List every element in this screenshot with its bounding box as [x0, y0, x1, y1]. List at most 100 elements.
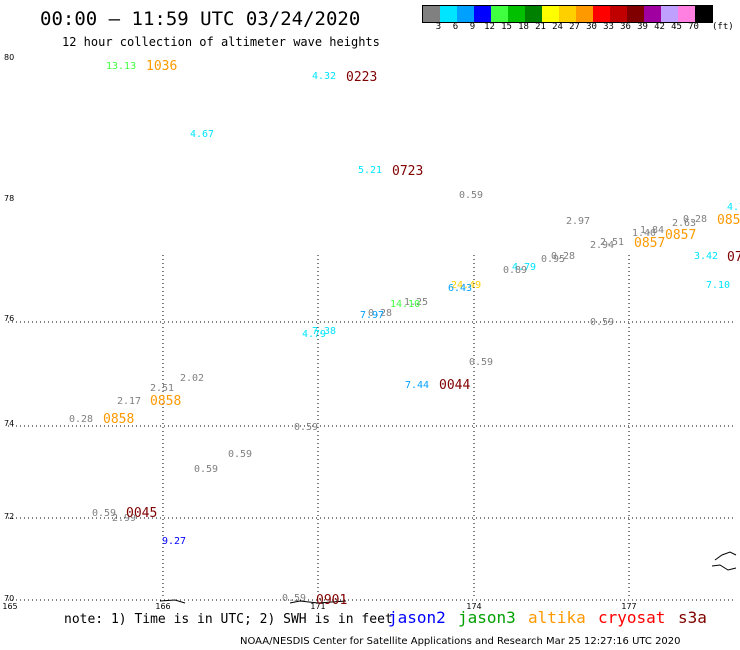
- legend-label: 30: [586, 22, 597, 32]
- wave-height-label: 1.84: [640, 225, 664, 236]
- time-label: 0857: [634, 236, 665, 251]
- credit-line: NOAA/NESDIS Center for Satellite Applica…: [240, 636, 681, 647]
- wave-height-label: 4.79: [302, 329, 326, 340]
- wave-height-label: 9.27: [162, 536, 186, 547]
- legend-swatch: [423, 6, 440, 22]
- wave-height-label: 0.28: [69, 414, 93, 425]
- wave-height-label: 5.21: [358, 165, 382, 176]
- lon-label: 165: [2, 602, 17, 611]
- time-label: 07: [727, 250, 740, 265]
- wave-height-label: 24.49: [451, 280, 481, 291]
- time-label: 0857: [665, 228, 696, 243]
- legend-label: 15: [501, 22, 512, 32]
- wave-height-label: 3.42: [694, 251, 718, 262]
- wave-height-label: 1.40: [632, 228, 656, 239]
- time-label: 0044: [439, 378, 470, 393]
- page-subtitle: 12 hour collection of altimeter wave hei…: [62, 35, 380, 49]
- legend-swatch: [542, 6, 559, 22]
- legend-label: 33: [603, 22, 614, 32]
- wave-height-label: 2.51: [150, 383, 174, 394]
- wave-height-label: 0.59: [194, 464, 218, 475]
- legend-label: 6: [452, 22, 459, 32]
- wave-height-label: 13.13: [106, 61, 136, 72]
- wave-height-label: 6.43: [448, 283, 472, 294]
- legend-label: 42: [654, 22, 665, 32]
- wave-height-label: 7.10: [706, 280, 730, 291]
- coastline: [711, 551, 737, 571]
- legend-swatch: [559, 6, 576, 22]
- footer-note: note: 1) Time is in UTC; 2) SWH is in fe…: [64, 612, 393, 627]
- time-label: 0858: [103, 412, 134, 427]
- legend-label: 45: [671, 22, 682, 32]
- wave-height-label: 2.63: [672, 218, 696, 229]
- lat-label: 80: [4, 53, 14, 62]
- wave-height-label: 14.10: [390, 299, 420, 310]
- time-label: 0858: [150, 394, 181, 409]
- time-label: 085: [717, 213, 740, 228]
- color-legend: [422, 5, 713, 23]
- legend-swatch: [457, 6, 474, 22]
- wave-height-label: 2.94: [590, 240, 614, 251]
- wave-height-label: 0.59: [469, 357, 493, 368]
- lat-label: 74: [4, 419, 14, 428]
- time-label: 0045: [126, 506, 157, 521]
- legend-label: 18: [518, 22, 529, 32]
- page-title: 00:00 – 11:59 UTC 03/24/2020: [40, 8, 361, 30]
- satellite-jason2: jason2: [388, 608, 446, 627]
- wave-height-label: 7.38: [312, 326, 336, 337]
- legend-swatch: [576, 6, 593, 22]
- wave-height-label: 0.28: [551, 251, 575, 262]
- time-label: 1036: [146, 59, 177, 74]
- wave-height-label: 7.44: [405, 380, 429, 391]
- wave-height-label: 0.59: [282, 593, 306, 604]
- wave-height-label: 2.51: [600, 237, 624, 248]
- lon-label: 171: [310, 602, 325, 611]
- wave-height-label: 4.7: [727, 202, 740, 213]
- legend-label: 70: [688, 22, 699, 32]
- legend-label: 39: [637, 22, 648, 32]
- wave-height-label: 2.17: [117, 396, 141, 407]
- lat-label: 78: [4, 194, 14, 203]
- coastline: [159, 599, 347, 604]
- satellite-cryosat: cryosat: [598, 608, 666, 627]
- legend-swatch: [508, 6, 525, 22]
- legend-swatch: [440, 6, 457, 22]
- lat-label: 76: [4, 314, 14, 323]
- wave-height-label: 2.99: [112, 513, 136, 524]
- legend-swatch: [661, 6, 678, 22]
- wave-height-label: 1.25: [404, 297, 428, 308]
- legend-label: 21: [535, 22, 546, 32]
- wave-height-label: 4.32: [312, 71, 336, 82]
- lon-label: 174: [466, 602, 481, 611]
- legend-swatch: [593, 6, 610, 22]
- legend-swatch: [678, 6, 695, 22]
- wave-height-label: 4.67: [190, 129, 214, 140]
- legend-swatch: [610, 6, 627, 22]
- legend-label: 9: [469, 22, 476, 32]
- legend-swatch: [491, 6, 508, 22]
- legend-unit: (ft): [712, 22, 734, 32]
- time-label: 0223: [346, 70, 377, 85]
- wave-height-label: 2.02: [180, 373, 204, 384]
- time-label: 0901: [316, 593, 347, 608]
- satellite-jason3: jason3: [458, 608, 516, 627]
- wave-height-label: 7.97: [360, 310, 384, 321]
- satellite-s3a: s3a: [678, 608, 707, 627]
- lon-label: 177: [621, 602, 636, 611]
- legend-label: 12: [484, 22, 495, 32]
- legend-swatch: [644, 6, 661, 22]
- wave-height-label: 0.28: [368, 308, 392, 319]
- legend-swatch: [627, 6, 644, 22]
- lat-label: 72: [4, 512, 14, 521]
- time-label: 0723: [392, 164, 423, 179]
- lat-label: 70: [4, 594, 14, 603]
- satellite-altika: altika: [528, 608, 586, 627]
- legend-swatch: [525, 6, 542, 22]
- legend-swatch: [695, 6, 712, 22]
- wave-height-label: 4.79: [512, 262, 536, 273]
- legend-label: 36: [620, 22, 631, 32]
- legend-swatch: [474, 6, 491, 22]
- lon-label: 166: [155, 602, 170, 611]
